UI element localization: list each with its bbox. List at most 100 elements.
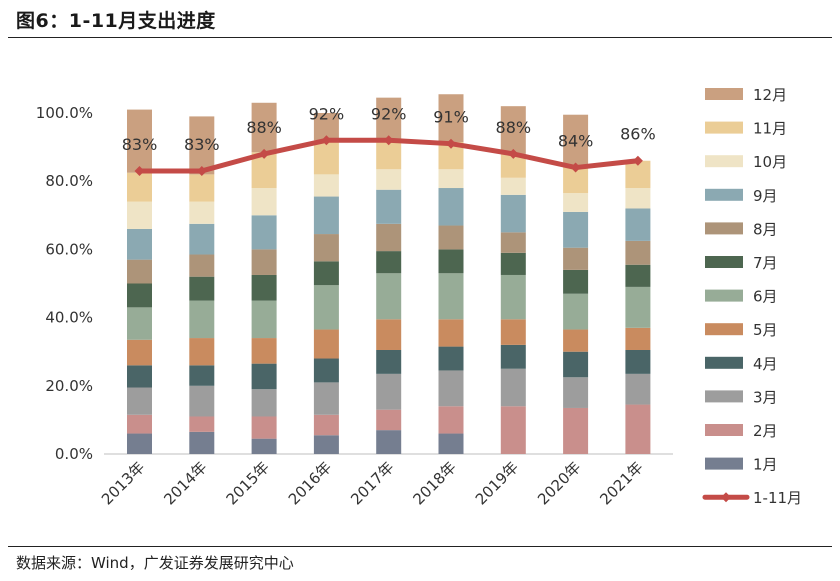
- bar-segment: [376, 169, 402, 190]
- bar-segment: [563, 377, 589, 408]
- bar-segment: [189, 385, 215, 417]
- bar-segment: [313, 261, 339, 286]
- legend-swatch: [705, 188, 743, 201]
- y-tick-label: 0.0%: [55, 445, 93, 463]
- bar-segment: [500, 153, 526, 178]
- bar-segment: [313, 329, 339, 359]
- progress-data-label: 83%: [122, 135, 158, 154]
- bar-segment: [313, 382, 339, 415]
- bar-segment: [251, 102, 277, 153]
- x-tick-label: 2014年: [160, 458, 210, 508]
- bar-segment: [625, 264, 651, 287]
- bar-segment: [625, 373, 651, 405]
- progress-line-marker: [259, 148, 270, 159]
- bar-segment: [189, 338, 215, 366]
- bar-segment: [189, 254, 215, 277]
- legend-label: 7月: [753, 254, 778, 272]
- legend-label: 8月: [753, 220, 778, 238]
- progress-line-marker: [383, 135, 394, 146]
- bar-segment: [251, 188, 277, 216]
- progress-line: 83% 83% 88% 92% 92% 91% 88% 84% 86%: [122, 104, 656, 176]
- bar-segment: [251, 215, 277, 250]
- bar-segment: [376, 319, 402, 350]
- legend-label: 1月: [753, 456, 778, 474]
- progress-data-label: 88%: [496, 118, 532, 137]
- bar-segment: [189, 276, 215, 301]
- x-axis: 2013年 2014年 2015年 2016年 2017年 2018年 2019年 2020年…: [98, 458, 647, 508]
- bar-segment: [563, 211, 589, 248]
- bar-segment: [251, 416, 277, 439]
- bar-segment: [625, 327, 651, 350]
- progress-line-marker: [196, 165, 207, 176]
- bar-segment: [625, 188, 651, 209]
- bar-segment: [500, 106, 526, 154]
- bar-segment: [376, 97, 402, 141]
- bar-segment: [189, 300, 215, 339]
- legend-swatch: [705, 390, 743, 403]
- legend-label: 9月: [753, 187, 778, 205]
- x-tick-label: 2020年: [534, 458, 584, 508]
- legend-swatch: [705, 222, 743, 235]
- bar-segment: [376, 223, 402, 252]
- bar-segment: [376, 409, 402, 431]
- bar-segment: [438, 94, 464, 142]
- bar-segment: [376, 273, 402, 320]
- bar-segment: [500, 274, 526, 320]
- bar-segment: [313, 196, 339, 235]
- bar-segment: [127, 339, 152, 366]
- bar-segment: [563, 329, 589, 352]
- bar-segment: [563, 193, 589, 212]
- bar-segment: [251, 249, 277, 275]
- bar-segment: [189, 431, 215, 454]
- x-tick-label: 2016年: [285, 458, 335, 508]
- progress-data-label: 86%: [620, 125, 656, 144]
- bar-segment: [189, 365, 215, 386]
- x-tick-label: 2021年: [596, 458, 646, 508]
- bar-segment: [563, 114, 589, 166]
- bar-segment: [127, 259, 152, 284]
- figure-title: 图6：1-11月支出进度: [16, 10, 216, 32]
- bar-segment: [438, 169, 464, 189]
- y-tick-label: 20.0%: [45, 377, 93, 395]
- bar-segment: [189, 174, 215, 202]
- bar-segment: [500, 232, 526, 253]
- bar-segment: [500, 368, 526, 407]
- bar-segment: [438, 249, 464, 274]
- bar-segment: [251, 389, 277, 417]
- bar-segment: [313, 285, 339, 330]
- progress-data-label: 84%: [558, 132, 594, 151]
- x-tick-label: 2017年: [347, 458, 397, 508]
- progress-line-marker: [632, 155, 643, 166]
- legend-swatch: [705, 121, 743, 134]
- bar-segment: [438, 406, 464, 434]
- y-tick-label: 100.0%: [36, 104, 93, 122]
- bar-segment: [500, 406, 526, 454]
- bar-segment: [500, 194, 526, 233]
- bar-segment: [189, 223, 215, 255]
- bar-segment: [500, 252, 526, 275]
- bar-segment: [313, 358, 339, 383]
- bar-segment: [313, 174, 339, 197]
- legend-swatch: [705, 356, 743, 369]
- progress-line-marker: [508, 148, 519, 159]
- bar-segment: [127, 307, 152, 340]
- legend-label: 11月: [753, 120, 787, 138]
- bar-segment: [625, 208, 651, 241]
- bar-segment: [438, 370, 464, 407]
- bar-segment: [251, 338, 277, 364]
- source-rule: [8, 546, 832, 547]
- bar-segment: [563, 269, 589, 294]
- bar-segment: [127, 414, 152, 434]
- bar-segment: [127, 387, 152, 415]
- bar-segment: [127, 201, 152, 229]
- bar-segment: [625, 240, 651, 265]
- x-tick-label: 2018年: [409, 458, 459, 508]
- legend-label: 3月: [753, 388, 778, 406]
- bar-segment: [563, 351, 589, 378]
- bar-segment: [376, 430, 402, 454]
- bar-segment: [438, 188, 464, 226]
- legend: 12月 11月 10月 9月 8月 7月 6月 5月 4月 3月 2月 1月 1-11月: [702, 86, 802, 507]
- bar-segment: [563, 247, 589, 270]
- progress-line-marker: [321, 135, 332, 146]
